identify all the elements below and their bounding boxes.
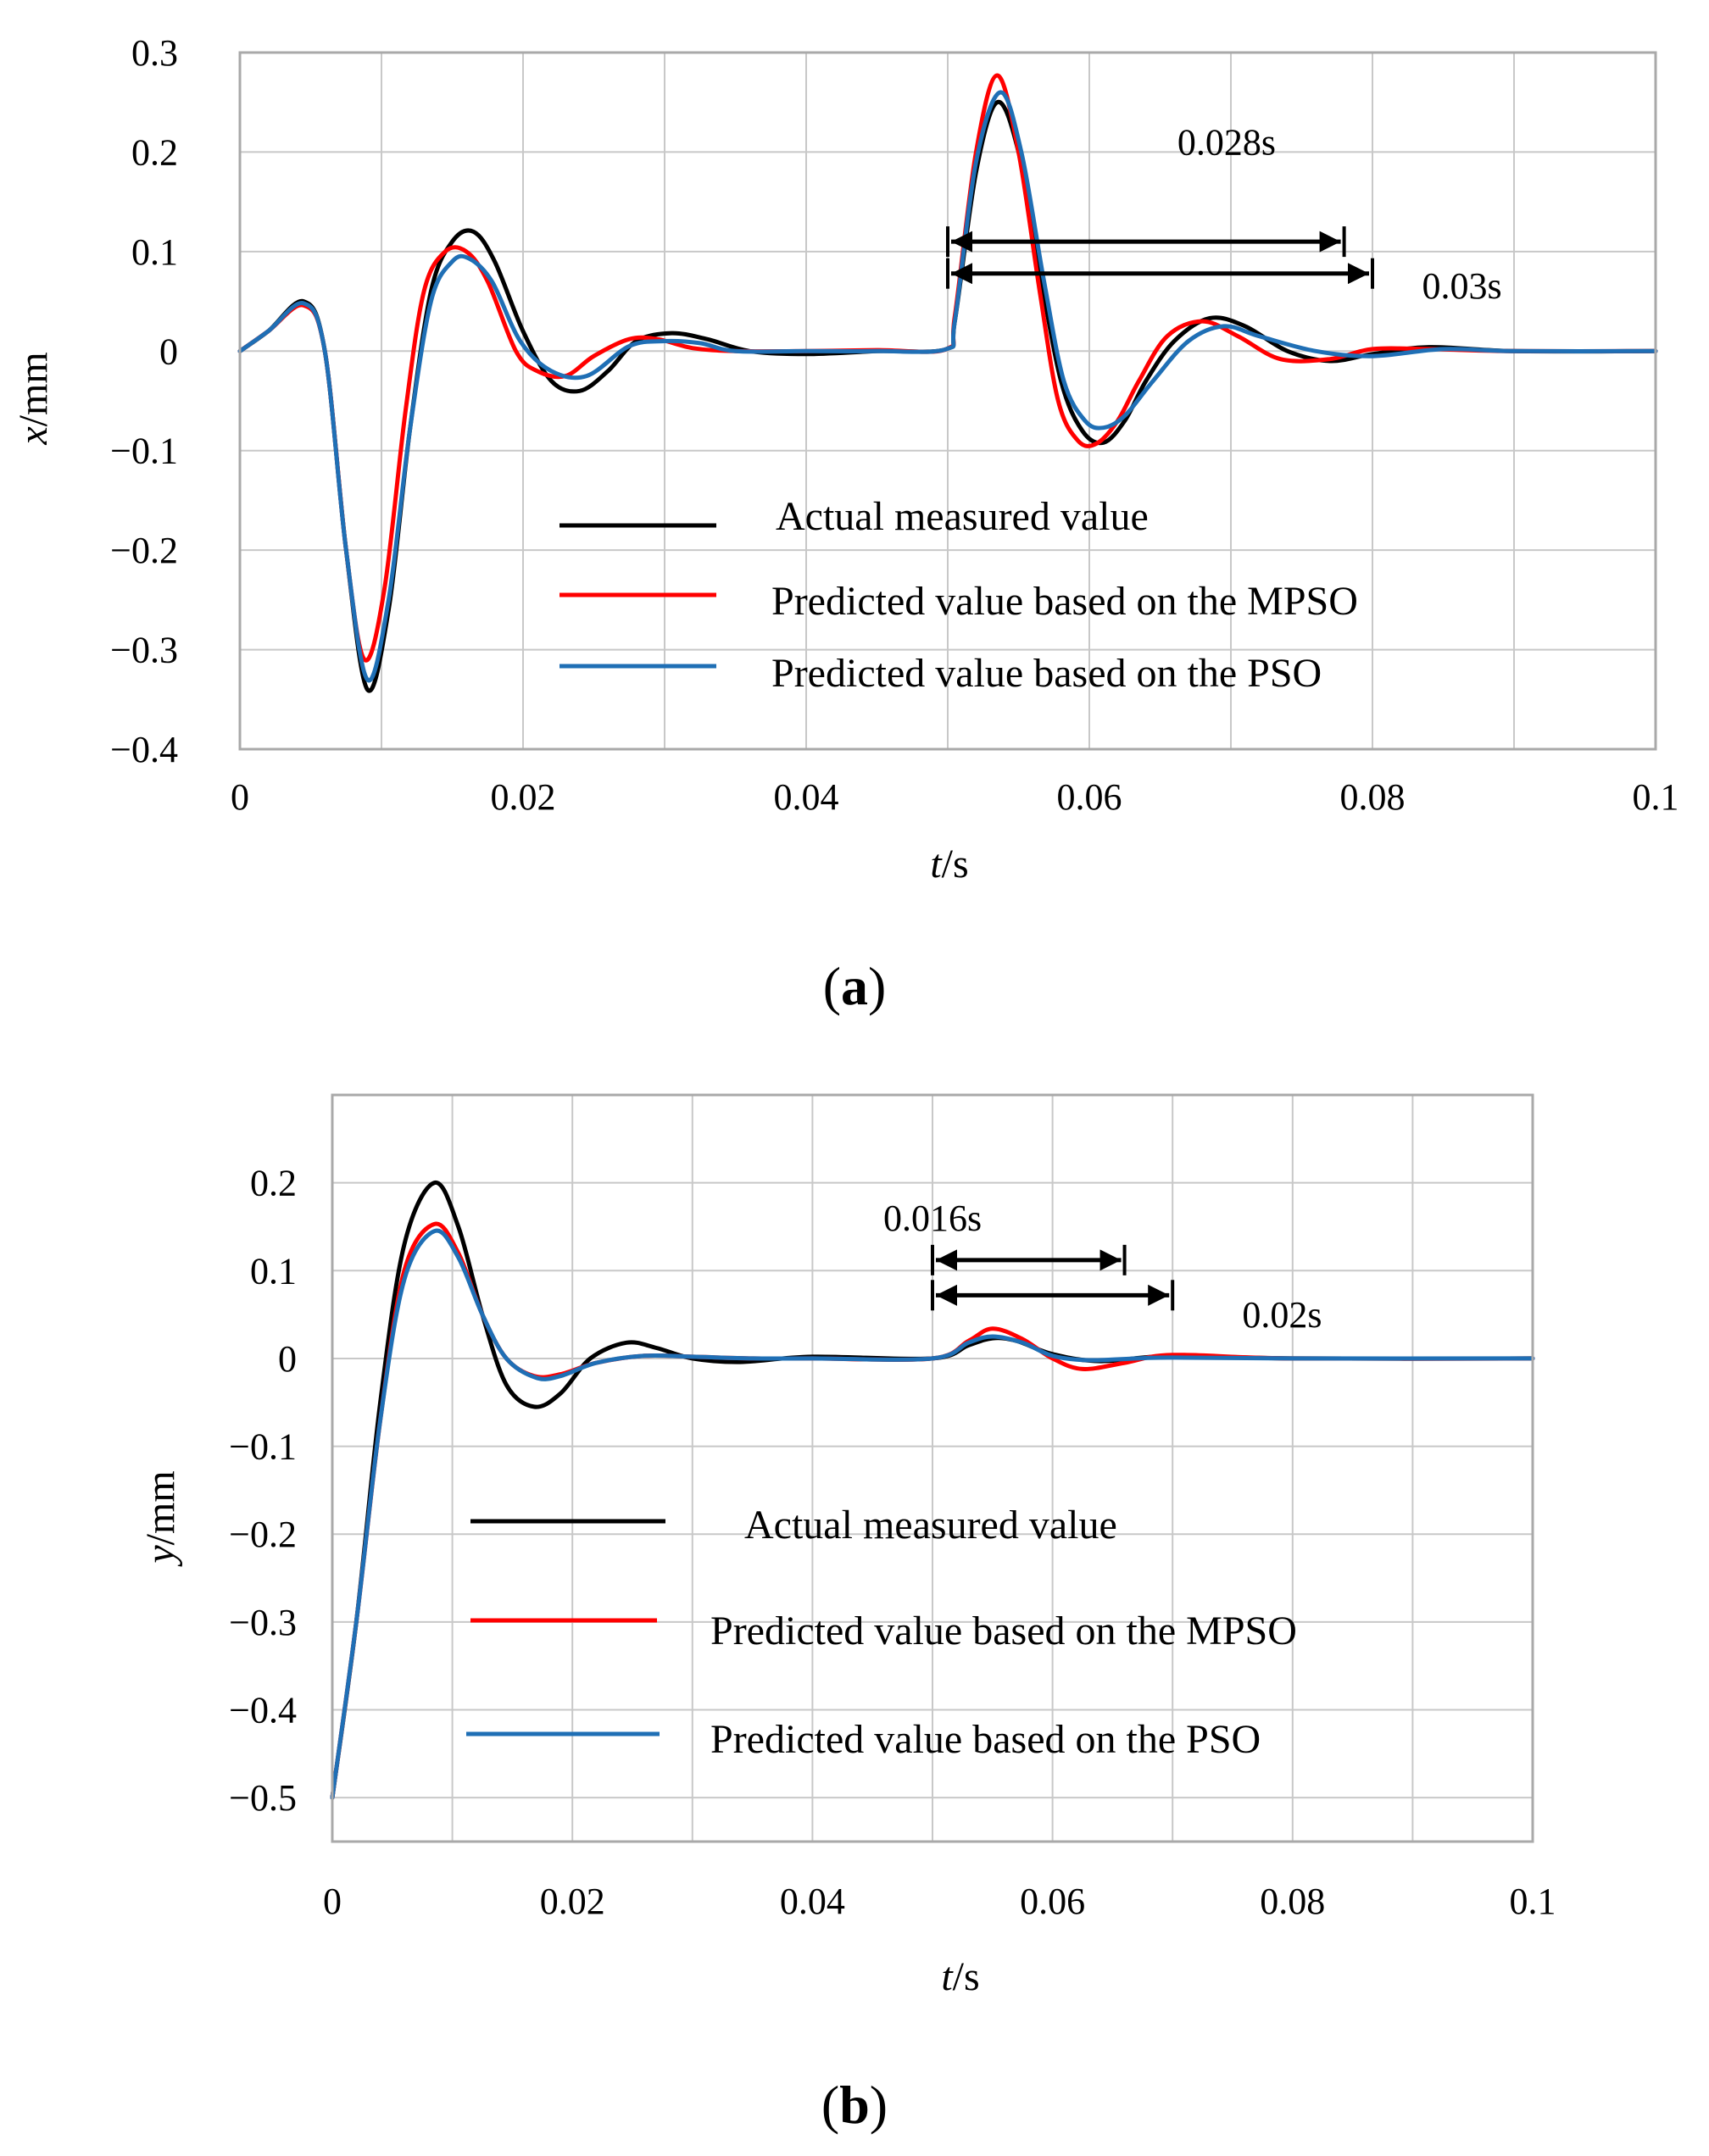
- panel-a-legend-label-pso: Predicted value based on the PSO: [771, 651, 1322, 696]
- panel-a-legend-label-mpso: Predicted value based on the MPSO: [771, 579, 1358, 624]
- panel-a-series-pso-line: [237, 90, 1658, 683]
- panel-b-legend-label-pso: Predicted value based on the PSO: [710, 1717, 1261, 1762]
- panel-b-x-ticks: 0 0.02 0.04 0.06 0.08 0.1: [323, 1881, 1556, 1922]
- panel-b-x-tick-label: 0.02: [540, 1881, 605, 1922]
- panel-a-y-tick-label: −0.3: [110, 630, 178, 671]
- panel-a-label: (a): [823, 956, 887, 1016]
- panel-a-y-ticks: 0.3 0.2 0.1 0 −0.1 −0.2 −0.3 −0.4: [110, 32, 178, 770]
- panel-a-x-tick-label: 0.02: [491, 776, 556, 818]
- panel-b-y-tick-label: 0.2: [250, 1163, 297, 1204]
- panel-a-y-tick-label: 0.2: [131, 131, 178, 173]
- panel-b-y-ticks: 0.2 0.1 0 −0.1 −0.2 −0.3 −0.4 −0.5: [229, 1163, 297, 1820]
- panel-b-interval-label: 0.02s: [1242, 1294, 1322, 1336]
- panel-a-x-tick-label: 0.08: [1340, 776, 1406, 818]
- panel-b-label: (b): [821, 2075, 888, 2135]
- panel-a: 0.3 0.2 0.1 0 −0.1 −0.2 −0.3 −0.4 0 0.02 0.04 0.06…: [11, 32, 1679, 1016]
- panel-b: 0.2 0.1 0 −0.1 −0.2 −0.3 −0.4 −0.5 0 0.02 0.04 0.0…: [138, 1093, 1556, 2135]
- panel-b-x-axis-title: t/s: [941, 1954, 979, 1999]
- panel-a-x-axis-title: t/s: [930, 842, 968, 886]
- panel-b-legend-label-mpso: Predicted value based on the MPSO: [710, 1609, 1297, 1653]
- panel-a-plot-frame: [238, 51, 1657, 751]
- panel-a-series: [237, 73, 1658, 693]
- panel-b-legend-label-actual: Actual measured value: [744, 1503, 1117, 1548]
- panel-a-legend-label-actual: Actual measured value: [776, 494, 1149, 539]
- panel-b-y-axis-title: y/mm: [138, 1470, 183, 1567]
- panel-b-y-tick-label: −0.3: [229, 1602, 297, 1643]
- panel-a-legend: Actual measured value Predicted value ba…: [559, 494, 1358, 696]
- panel-b-y-tick-label: 0: [278, 1338, 297, 1380]
- panel-a-y-tick-label: −0.2: [110, 530, 178, 571]
- panel-b-series-pso-line: [330, 1228, 1535, 1800]
- panel-b-interval-label: 0.016s: [883, 1197, 982, 1239]
- panel-b-x-tick-label: 0: [323, 1881, 342, 1922]
- panel-a-grid: [240, 52, 1656, 750]
- panel-a-interval-label: 0.028s: [1177, 122, 1276, 164]
- panel-a-y-tick-label: −0.1: [110, 431, 178, 472]
- panel-b-series: [330, 1181, 1535, 1800]
- panel-a-x-tick-label: 0.1: [1633, 776, 1679, 818]
- panel-b-annotations: 0.016s 0.02s: [883, 1197, 1322, 1336]
- panel-b-x-tick-label: 0.04: [780, 1881, 845, 1922]
- panel-b-y-tick-label: −0.2: [229, 1514, 297, 1555]
- panel-b-legend: Actual measured value Predicted value ba…: [466, 1503, 1297, 1762]
- panel-a-interval-label: 0.03s: [1422, 265, 1501, 307]
- panel-a-x-tick-label: 0.06: [1057, 776, 1122, 818]
- panel-a-y-tick-label: 0.1: [131, 231, 178, 273]
- panel-b-y-tick-label: −0.5: [229, 1777, 297, 1819]
- panel-a-y-tick-label: 0.3: [131, 32, 178, 74]
- panel-b-plot-frame: [331, 1093, 1534, 1843]
- panel-a-y-tick-label: 0: [159, 331, 178, 372]
- panel-b-y-tick-label: 0.1: [250, 1250, 297, 1292]
- panel-b-x-tick-label: 0.06: [1020, 1881, 1085, 1922]
- panel-a-y-tick-label: −0.4: [110, 729, 178, 770]
- panel-a-x-ticks: 0 0.02 0.04 0.06 0.08 0.1: [231, 776, 1679, 818]
- panel-b-y-tick-label: −0.1: [229, 1426, 297, 1468]
- panel-a-y-axis-title: x/mm: [11, 352, 56, 445]
- panel-a-x-tick-label: 0.04: [774, 776, 839, 818]
- panel-b-x-tick-label: 0.1: [1510, 1881, 1556, 1922]
- panel-a-annotations: 0.028s 0.03s: [946, 122, 1502, 307]
- panel-b-x-tick-label: 0.08: [1260, 1881, 1325, 1922]
- panel-b-y-tick-label: −0.4: [229, 1690, 297, 1731]
- panel-a-x-tick-label: 0: [231, 776, 249, 818]
